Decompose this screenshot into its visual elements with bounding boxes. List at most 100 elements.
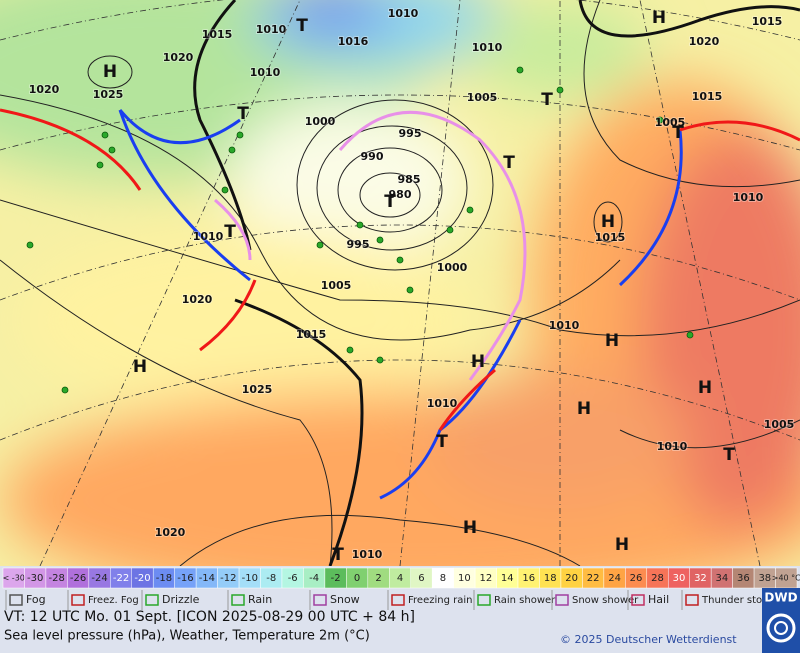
- pressure-center: H: [103, 62, 117, 82]
- troughs: [193, 0, 800, 567]
- scale-label: 26: [630, 573, 643, 584]
- pressure-label: 1020: [689, 35, 720, 48]
- weather-legend: Fog Freez. Fog Drizzle Rain Snow Freezing rai…: [5, 590, 776, 610]
- description: Sea level pressure (hPa), Weather, Tempe…: [4, 629, 370, 644]
- pressure-label: 1010: [250, 66, 281, 79]
- scale-label: 30: [673, 573, 686, 584]
- pressure-label: 995: [347, 238, 370, 251]
- pressure-center: H: [463, 518, 477, 538]
- pressure-label: 1010: [388, 7, 419, 20]
- scale-label: -6: [288, 573, 298, 584]
- pressure-center: H: [615, 535, 629, 555]
- legend-label: Snow shower: [572, 595, 639, 606]
- scale-label: < -30: [3, 574, 25, 583]
- pressure-label: 1010: [352, 548, 383, 561]
- pressure-label: 1010: [256, 23, 287, 36]
- legend-label: Hail: [648, 593, 669, 606]
- scale-label: 18: [544, 573, 557, 584]
- legend-label: Freezing rain: [408, 595, 472, 606]
- scale-label: -22: [113, 573, 129, 584]
- pressure-center: H: [698, 378, 712, 398]
- pressure-label: 980: [389, 188, 412, 201]
- fronts: [0, 108, 800, 500]
- scale-label: 12: [479, 573, 492, 584]
- scale-label: 4: [397, 573, 403, 584]
- pressure-label: 995: [399, 127, 422, 140]
- map-labels: 1010 1015 1010 1016 1020 1010 1020 1025 1010 1005…: [28, 6, 796, 565]
- legend-label: Drizzle: [162, 593, 200, 606]
- pressure-center: H: [471, 352, 485, 372]
- pressure-center: H: [605, 331, 619, 351]
- scale-label: -20: [134, 573, 150, 584]
- legend-label: Rain: [248, 593, 272, 606]
- pressure-label: 1015: [752, 15, 783, 28]
- scale-label: -16: [177, 573, 193, 584]
- scale-label: -14: [199, 573, 215, 584]
- pressure-center: T: [723, 445, 735, 465]
- scale-label: 32: [694, 573, 707, 584]
- pressure-label: 990: [361, 150, 384, 163]
- scale-label: 8: [440, 573, 446, 584]
- pressure-center: T: [237, 104, 249, 124]
- pressure-center: H: [652, 8, 666, 28]
- scale-label: 28: [651, 573, 664, 584]
- pressure-label: 1015: [692, 90, 723, 103]
- pressure-label: 1015: [595, 231, 626, 244]
- scale-label: 34: [716, 573, 729, 584]
- scale-label: -8: [266, 573, 276, 584]
- pressure-label: 1010: [733, 191, 764, 204]
- scale-label: -28: [48, 573, 64, 584]
- pressure-label: 1000: [437, 261, 468, 274]
- legend-icon: [685, 594, 699, 606]
- pressure-label: 1010: [549, 319, 580, 332]
- color-scale: < -30 -30 -28 -26 -24 -22 -20 -18 -16 -14 -12 -10 -8…: [3, 567, 800, 589]
- scale-label: -26: [70, 573, 86, 584]
- pressure-label: 1020: [163, 51, 194, 64]
- legend-icon: [9, 594, 23, 606]
- valid-time: VT: 12 UTC Mo. 01 Sept. [ICON 2025-08-29…: [4, 609, 415, 625]
- scale-label: -2: [331, 573, 341, 584]
- scale-label: 10: [458, 573, 471, 584]
- legend-label: Snow: [330, 593, 360, 606]
- legend-label: Fog: [26, 593, 46, 606]
- scale-label: 0: [354, 573, 360, 584]
- pressure-label: 1010: [427, 397, 458, 410]
- pressure-label: 1010: [472, 41, 503, 54]
- pressure-label: 1015: [296, 328, 327, 341]
- scale-label: -12: [220, 573, 236, 584]
- pressure-label: 1000: [305, 115, 336, 128]
- scale-label: 2: [375, 573, 381, 584]
- logo-text: DWD: [764, 591, 797, 605]
- scale-label: 14: [501, 573, 514, 584]
- pressure-center: T: [296, 16, 308, 36]
- pressure-center: H: [133, 357, 147, 377]
- scale-label: 24: [608, 573, 621, 584]
- pressure-label: 985: [398, 173, 421, 186]
- scale-label: -18: [156, 573, 172, 584]
- legend-label: Thunder storm: [701, 595, 776, 606]
- scale-label: -24: [91, 573, 107, 584]
- pressure-center: H: [577, 399, 591, 419]
- legend-icon: [71, 594, 85, 606]
- scale-label: 16: [522, 573, 535, 584]
- scale-label: 36: [737, 573, 750, 584]
- scale-label: -4: [309, 573, 319, 584]
- pressure-center: T: [503, 153, 515, 173]
- pressure-center: T: [672, 123, 684, 143]
- legend-icon: [313, 594, 327, 606]
- scale-label: -30: [27, 573, 43, 584]
- weather-symbols: [26, 66, 694, 394]
- legend-icon: [477, 594, 491, 606]
- scale-label: -10: [242, 573, 258, 584]
- pressure-label: 1005: [467, 91, 498, 104]
- dwd-logo: DWD: [762, 588, 800, 653]
- pressure-label: 1010: [193, 230, 224, 243]
- temperature-field: [0, 0, 800, 610]
- legend-icon: [145, 594, 159, 606]
- legend-icon: [631, 594, 645, 606]
- legend-icon: [231, 594, 245, 606]
- legend-icon: [391, 594, 405, 606]
- pressure-label: 1016: [338, 35, 369, 48]
